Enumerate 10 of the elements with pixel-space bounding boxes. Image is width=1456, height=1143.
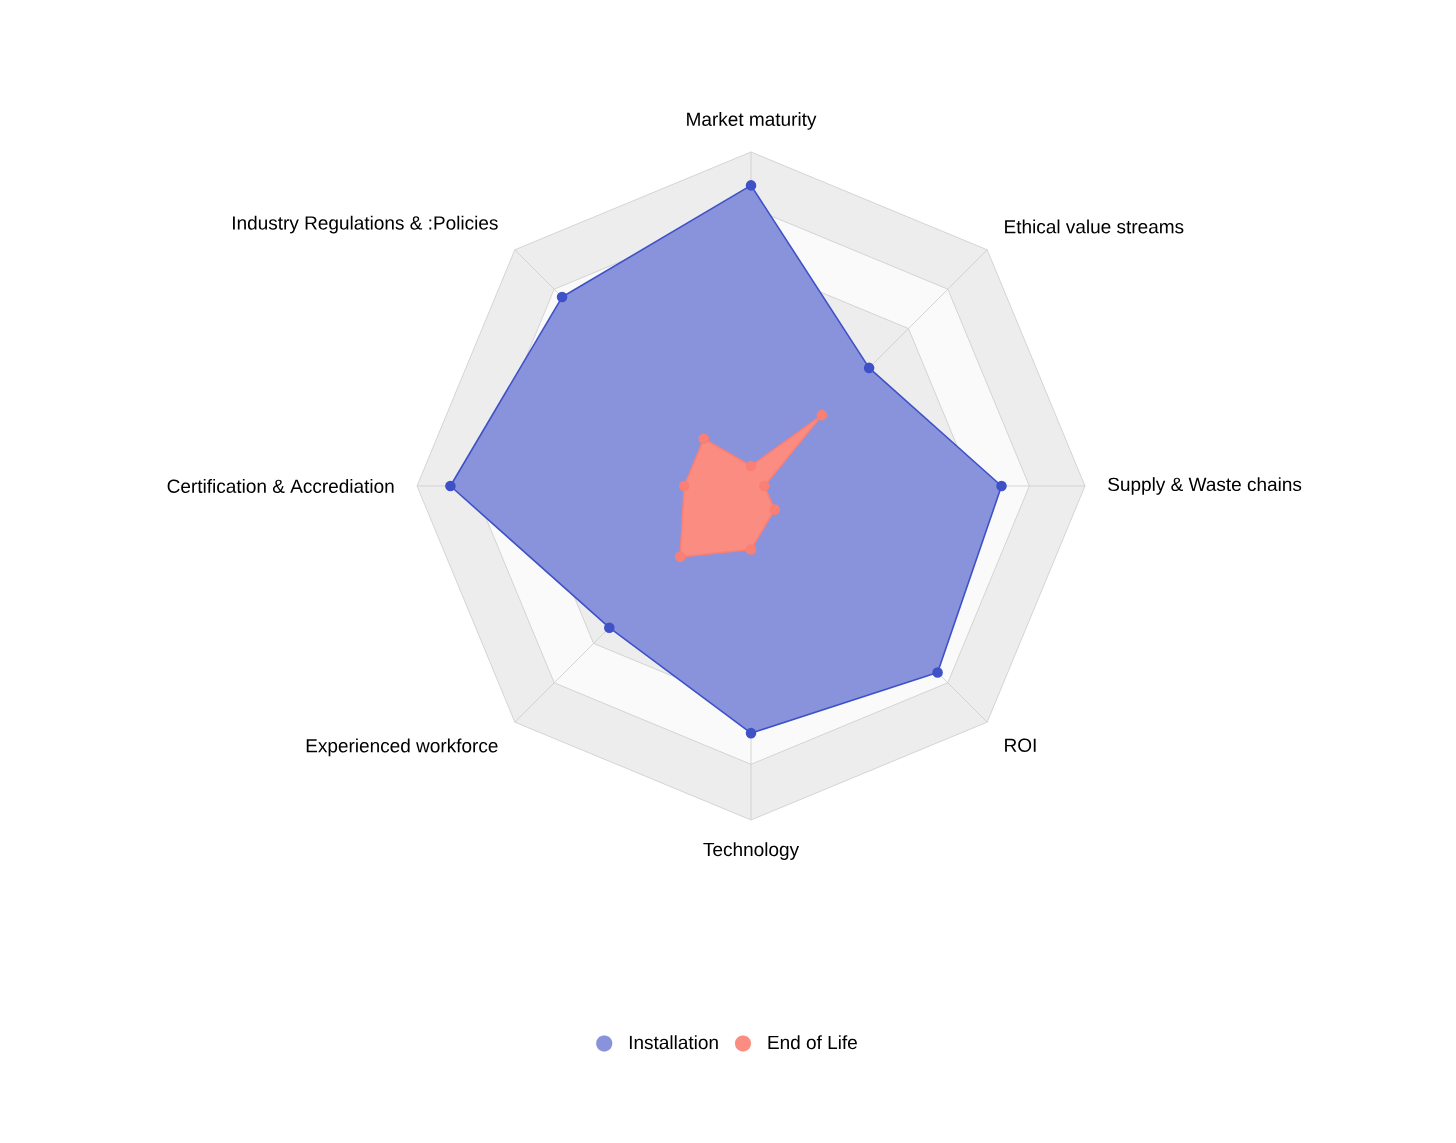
spoke-label: Supply & Waste chains [1108, 477, 1302, 495]
spoke-label: Certification & Accrediation [167, 479, 394, 493]
legend-label: End of Life [768, 1035, 857, 1050]
spoke-label: Experienced workforce [306, 738, 498, 757]
spoke-label: Ethical value streams [1005, 219, 1184, 234]
spoke-label: Industry Regulations & :Policies [233, 215, 498, 234]
legend-label: Installation [629, 1035, 718, 1050]
spoke-label: Technology [703, 842, 800, 860]
spoke-label: ROI [1005, 738, 1036, 752]
spoke-label: Market maturity [687, 112, 817, 130]
